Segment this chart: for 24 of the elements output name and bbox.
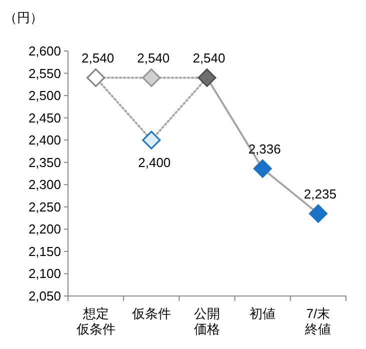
data-label: 2,540: [82, 50, 114, 66]
y-tick-label: 2,500: [28, 88, 61, 104]
y-axis-title: （円）: [4, 10, 43, 25]
data-label: 2,540: [192, 50, 226, 66]
y-tick-label: 2,550: [28, 66, 61, 81]
data-label: 2,540: [137, 50, 170, 66]
data-label: 2,235: [304, 186, 336, 202]
data-label: 2,400: [138, 155, 171, 170]
x-tick-label: 仮条件: [130, 306, 171, 321]
x-tick-label: 想定仮条件: [75, 306, 116, 337]
y-tick-label: 2,350: [28, 154, 61, 170]
x-tick-label: 7/末終値: [304, 306, 332, 337]
y-tick-label: 2,200: [28, 222, 61, 237]
y-tick-label: 2,300: [28, 177, 61, 192]
y-tick-label: 2,600: [28, 44, 61, 58]
y-tick-label: 2,400: [28, 132, 61, 148]
x-tick-label: 公開価格: [194, 306, 220, 337]
y-tick-label: 2,450: [28, 110, 61, 126]
y-tick-label: 2,050: [28, 288, 61, 304]
y-tick-label: 2,150: [28, 244, 61, 259]
x-tick-label: 初値: [250, 306, 276, 321]
data-label: 2,336: [248, 142, 281, 157]
y-tick-label: 2,100: [28, 266, 61, 282]
y-tick-label: 2,250: [28, 199, 61, 214]
